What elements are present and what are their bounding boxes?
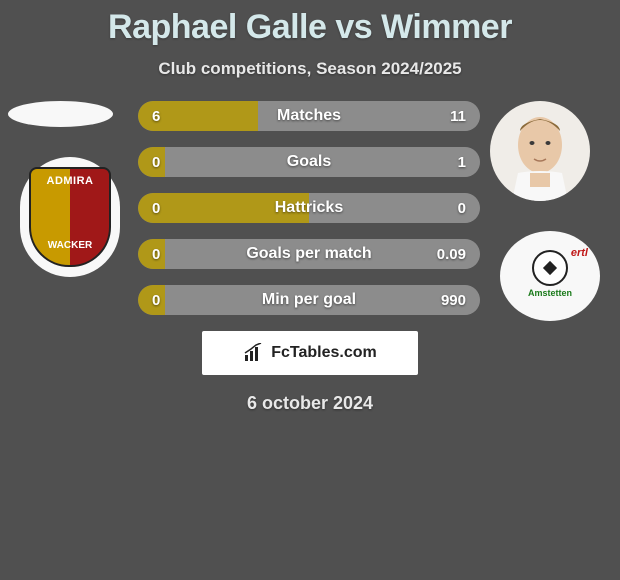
bar-chart-icon bbox=[243, 343, 265, 363]
stat-value-left: 0 bbox=[152, 239, 160, 269]
club-right-brand: ertl bbox=[571, 247, 588, 259]
club-right-name: Amstetten bbox=[528, 288, 572, 298]
face-icon bbox=[490, 101, 590, 201]
stat-label: Goals per match bbox=[138, 239, 480, 269]
stat-value-left: 0 bbox=[152, 147, 160, 177]
comparison-panel: ertl Amstetten Matches611Goals01Hattrick… bbox=[0, 101, 620, 414]
footer-brand-text: FcTables.com bbox=[271, 344, 377, 362]
subtitle: Club competitions, Season 2024/2025 bbox=[0, 59, 620, 79]
stat-row: Goals per match0 0.09 bbox=[138, 239, 480, 269]
stat-row: Hattricks0 0 bbox=[138, 193, 480, 223]
club-left-badge bbox=[20, 157, 120, 277]
stat-label: Min per goal bbox=[138, 285, 480, 315]
date-text: 6 october 2024 bbox=[0, 393, 620, 414]
stat-value-left: 0 bbox=[152, 193, 160, 223]
page-title: Raphael Galle vs Wimmer bbox=[0, 0, 620, 47]
stat-value-right: 1 bbox=[458, 147, 466, 177]
stat-value-right: 990 bbox=[441, 285, 466, 315]
stat-value-right: 11 bbox=[450, 101, 466, 131]
player-right-avatar bbox=[490, 101, 590, 201]
stat-value-left: 0 bbox=[152, 285, 160, 315]
admira-wacker-crest bbox=[29, 167, 111, 267]
club-right-badge: ertl Amstetten bbox=[500, 231, 600, 321]
stat-row: Goals0 1 bbox=[138, 147, 480, 177]
player-left-avatar bbox=[8, 101, 113, 127]
footer-brand-box: FcTables.com bbox=[202, 331, 418, 375]
stat-value-right: 0.09 bbox=[437, 239, 466, 269]
stat-value-left: 6 bbox=[152, 101, 160, 131]
stat-value-right: 0 bbox=[458, 193, 466, 223]
stat-row: Min per goal0 990 bbox=[138, 285, 480, 315]
stat-row: Matches6 11 bbox=[138, 101, 480, 131]
stat-label: Hattricks bbox=[138, 193, 480, 223]
stat-label: Matches bbox=[138, 101, 480, 131]
stat-label: Goals bbox=[138, 147, 480, 177]
stats-bars: Matches611Goals01Hattricks00Goals per ma… bbox=[138, 101, 480, 315]
soccer-ball-icon bbox=[532, 250, 568, 286]
